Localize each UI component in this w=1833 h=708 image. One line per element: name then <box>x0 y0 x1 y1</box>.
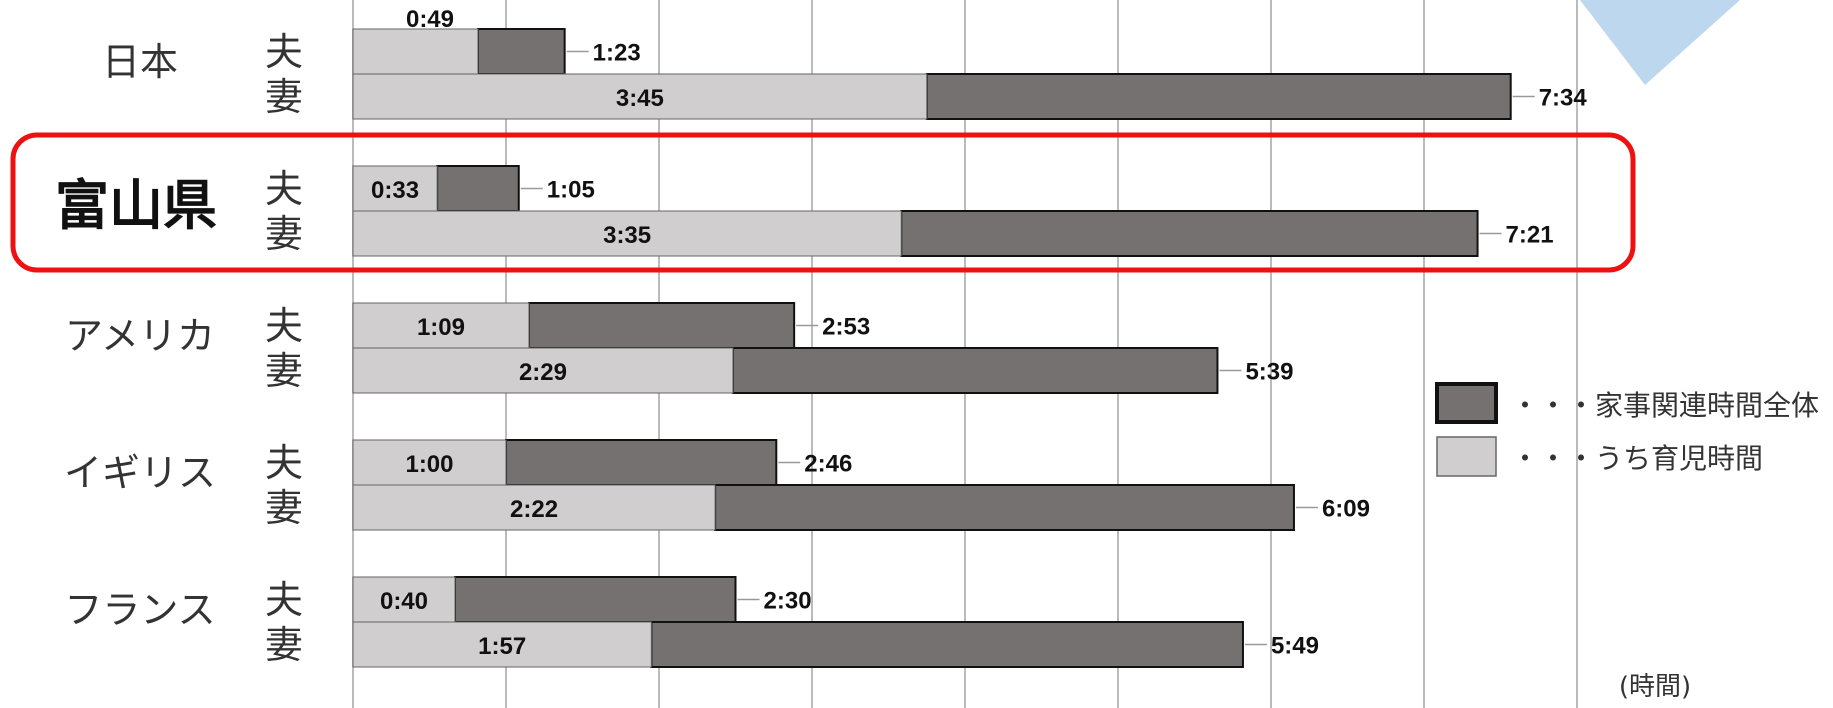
total-value-label: 1:05 <box>547 177 595 204</box>
childcare-bar <box>352 621 652 668</box>
childcare-bar <box>352 302 530 349</box>
total-bar <box>527 302 796 349</box>
total-bar <box>436 165 520 212</box>
total-bar <box>454 576 737 623</box>
total-bar <box>925 73 1512 120</box>
total-bar <box>650 621 1244 668</box>
childcare-value-label: 1:57 <box>478 633 526 660</box>
total-bar <box>900 210 1479 257</box>
childcare-value-label: 1:09 <box>417 314 465 341</box>
childcare-bar <box>352 165 438 212</box>
unit-label: (時間) <box>1619 672 1691 702</box>
legend-label-total: ・・・家事関連時間全体 <box>1511 389 1819 422</box>
childcare-bar <box>352 484 716 531</box>
childcare-bar <box>352 439 507 486</box>
childcare-value-label: 2:22 <box>510 496 558 523</box>
childcare-bar <box>352 210 902 257</box>
husband-label: 夫 <box>265 578 303 622</box>
total-value-label: 5:39 <box>1245 359 1293 386</box>
total-bar <box>714 484 1295 531</box>
childcare-value-label: 3:45 <box>616 85 664 112</box>
country-label: アメリカ <box>65 314 215 358</box>
total-bar <box>731 347 1219 394</box>
country-label: フランス <box>64 588 215 632</box>
country-label: 富山県 <box>55 174 217 237</box>
total-value-label: 1:23 <box>593 40 641 67</box>
total-value-label: 2:30 <box>764 588 812 615</box>
total-bar <box>476 28 566 75</box>
husband-label: 夫 <box>265 304 303 348</box>
total-value-label: 2:46 <box>804 451 852 478</box>
legend-swatch-total <box>1435 382 1498 424</box>
accent-triangle <box>1580 0 1740 85</box>
childcare-value-label: 1:00 <box>405 451 453 478</box>
total-bar <box>505 439 778 486</box>
legend: ・・・家事関連時間全体・・・うち育児時間 <box>1435 382 1819 477</box>
childcare-value-label: 0:49 <box>406 6 454 33</box>
childcare-value-label: 2:29 <box>519 359 567 386</box>
wife-label: 妻 <box>265 349 303 393</box>
childcare-bar <box>352 347 734 394</box>
country-label: イギリス <box>64 451 216 495</box>
childcare-bar <box>352 28 479 75</box>
total-value-label: 2:53 <box>822 314 870 341</box>
wife-label: 妻 <box>265 486 303 530</box>
legend-swatch-childcare <box>1436 436 1497 477</box>
wife-label: 妻 <box>265 75 303 119</box>
country-label: 日本 <box>102 40 178 84</box>
wife-label: 妻 <box>265 212 303 256</box>
childcare-value-label: 0:33 <box>371 177 419 204</box>
husband-label: 夫 <box>265 441 303 485</box>
wife-label: 妻 <box>265 623 303 667</box>
childcare-value-label: 3:35 <box>603 222 651 249</box>
total-value-label: 7:21 <box>1506 222 1554 249</box>
childcare-value-label: 0:40 <box>380 588 428 615</box>
highlight-frame <box>10 132 1636 273</box>
total-value-label: 7:34 <box>1539 85 1588 112</box>
husband-label: 夫 <box>265 30 303 74</box>
category-labels: 日本 夫0:491:23妻 3:45 7:34富山県夫 0:33 1:05妻 3:35 7:2… <box>55 6 1587 667</box>
legend-label-childcare: ・・・うち育児時間 <box>1511 442 1763 475</box>
total-value-label: 6:09 <box>1322 496 1370 523</box>
total-value-label: 5:49 <box>1271 633 1319 660</box>
highlight-box <box>10 132 1636 273</box>
bar-series <box>352 28 1512 668</box>
husband-label: 夫 <box>265 167 303 211</box>
childcare-bar <box>352 73 928 120</box>
